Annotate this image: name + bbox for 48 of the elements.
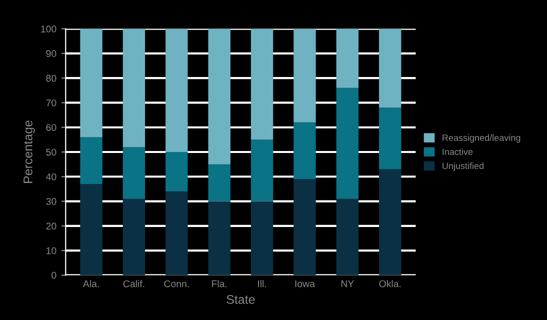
bar xyxy=(208,164,230,202)
y-tick-label: 70 xyxy=(46,99,56,106)
bar xyxy=(336,28,359,88)
x-tick-label: Fla. xyxy=(212,280,227,288)
y-tick-label: 80 xyxy=(46,74,56,82)
y-tick-label: 20 xyxy=(46,222,56,230)
bar xyxy=(294,28,316,122)
legend-label: Inactive xyxy=(442,148,473,155)
y-tick-label: 50 xyxy=(46,148,56,156)
x-tick-label: Conn. xyxy=(164,280,189,288)
x-tick-label: NY xyxy=(341,280,354,288)
y-tick-label: 0 xyxy=(52,272,56,279)
x-tick-label: Calif. xyxy=(123,280,144,288)
x-axis-title: State xyxy=(226,295,255,304)
bar xyxy=(250,201,274,276)
bar xyxy=(379,169,402,276)
legend-label: Unjustified xyxy=(442,162,484,171)
bar xyxy=(166,28,188,152)
x-tick-label: Okla. xyxy=(379,280,401,288)
y-axis-title: Percentage xyxy=(24,120,35,183)
bar xyxy=(379,108,402,170)
x-tick-label: Ala. xyxy=(82,280,99,288)
bar xyxy=(80,28,102,138)
bar xyxy=(80,137,102,184)
y-tick-label: 60 xyxy=(46,124,56,131)
legend-label: Reassigned/leaving xyxy=(442,134,520,143)
bar xyxy=(336,88,359,199)
x-tick-label: Ill. xyxy=(258,280,266,288)
bar xyxy=(208,201,230,276)
bar xyxy=(208,28,230,164)
bar xyxy=(379,28,402,108)
x-tick-label: Iowa xyxy=(295,280,315,288)
bar xyxy=(294,179,316,276)
y-tick-label: 30 xyxy=(46,198,56,205)
bar xyxy=(250,140,274,202)
bar xyxy=(336,198,359,276)
y-tick-label: 10 xyxy=(46,247,56,254)
bar xyxy=(122,147,146,199)
bar xyxy=(166,152,188,192)
y-tick-label: 90 xyxy=(46,50,56,58)
bar xyxy=(250,28,274,140)
bar xyxy=(294,122,316,180)
y-tick-label: 100 xyxy=(41,26,56,32)
bar xyxy=(166,191,188,276)
bar xyxy=(122,28,146,148)
y-tick-label: 40 xyxy=(46,173,56,180)
bar xyxy=(80,184,102,276)
bar xyxy=(122,198,146,276)
